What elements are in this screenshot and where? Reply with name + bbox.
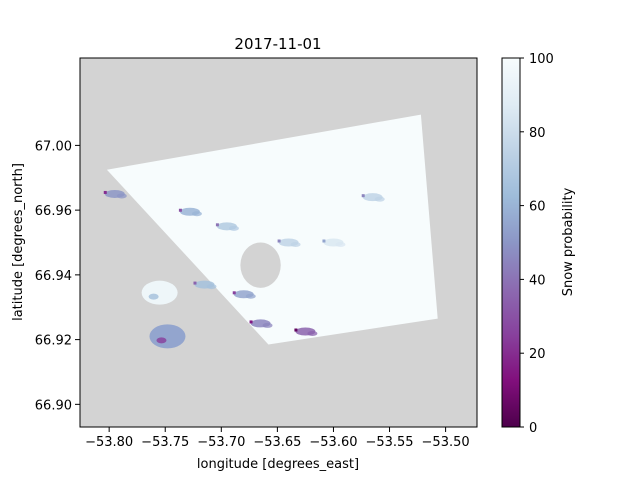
y-tick-label: 67.00 <box>35 139 72 154</box>
colorbar-ticks: 0 20 40 60 80 100 <box>520 52 554 436</box>
x-axis: −53.80 −53.75 −53.70 −53.65 −53.60 −53.55 −53.… <box>85 427 470 450</box>
x-tick-label: −53.60 <box>309 435 357 450</box>
plot-area <box>79 57 478 428</box>
snow-patch <box>228 225 239 231</box>
snow-patch <box>116 193 127 199</box>
snow-patch <box>290 242 301 247</box>
colorbar-tick-label: 40 <box>529 273 546 288</box>
y-axis: 66.90 66.92 66.94 66.96 67.00 <box>35 139 80 413</box>
snow-pixel <box>103 190 107 194</box>
snow-pixel <box>178 208 182 212</box>
snow-pixel <box>277 239 281 243</box>
plot-frame <box>79 57 478 428</box>
colorbar-tick-label: 100 <box>529 52 554 67</box>
x-tick-label: −53.50 <box>422 435 470 450</box>
island-detail <box>148 293 159 300</box>
snow-pixel <box>361 194 365 198</box>
island <box>149 324 186 349</box>
x-tick-label: −53.55 <box>365 435 413 450</box>
snow-pixel <box>322 239 326 243</box>
snow-pixel <box>215 223 219 227</box>
colorbar: 0 20 40 60 80 100 <box>501 52 554 436</box>
snow-patch <box>307 331 318 337</box>
snow-patch <box>335 242 346 247</box>
snow-pixel <box>193 281 197 285</box>
y-tick-label: 66.90 <box>35 398 72 413</box>
colorbar-label: Snow probability <box>561 187 576 296</box>
snow-pixel <box>249 320 253 324</box>
x-tick-label: −53.65 <box>253 435 301 450</box>
chart-title: 2017-11-01 <box>234 35 321 53</box>
y-tick-label: 66.94 <box>35 269 72 284</box>
colorbar-tick-label: 20 <box>529 347 546 362</box>
x-tick-label: −53.70 <box>197 435 245 450</box>
x-tick-label: −53.80 <box>85 435 133 450</box>
snow-patch <box>262 322 273 328</box>
fjord <box>240 242 281 288</box>
y-axis-label: latitude [degrees_north] <box>11 163 26 321</box>
snow-patch <box>245 293 256 299</box>
snow-patch <box>191 211 202 217</box>
island <box>141 280 178 305</box>
snow-patch <box>374 196 385 202</box>
snow-pixel <box>294 328 298 332</box>
snow-raster <box>103 114 438 349</box>
colorbar-tick-label: 60 <box>529 200 546 215</box>
y-tick-label: 66.92 <box>35 334 72 349</box>
y-tick-label: 66.96 <box>35 204 72 219</box>
x-axis-label: longitude [degrees_east] <box>197 457 359 472</box>
colorbar-tick-label: 80 <box>529 126 546 141</box>
snow-patch <box>206 284 217 290</box>
snow-pixel <box>232 291 236 295</box>
colorbar-tick-label: 0 <box>529 421 537 436</box>
x-tick-label: −53.75 <box>141 435 189 450</box>
colorbar-fill <box>502 58 520 427</box>
island-detail <box>156 337 167 344</box>
colorbar-frame <box>501 57 521 428</box>
data-footprint <box>106 114 438 345</box>
